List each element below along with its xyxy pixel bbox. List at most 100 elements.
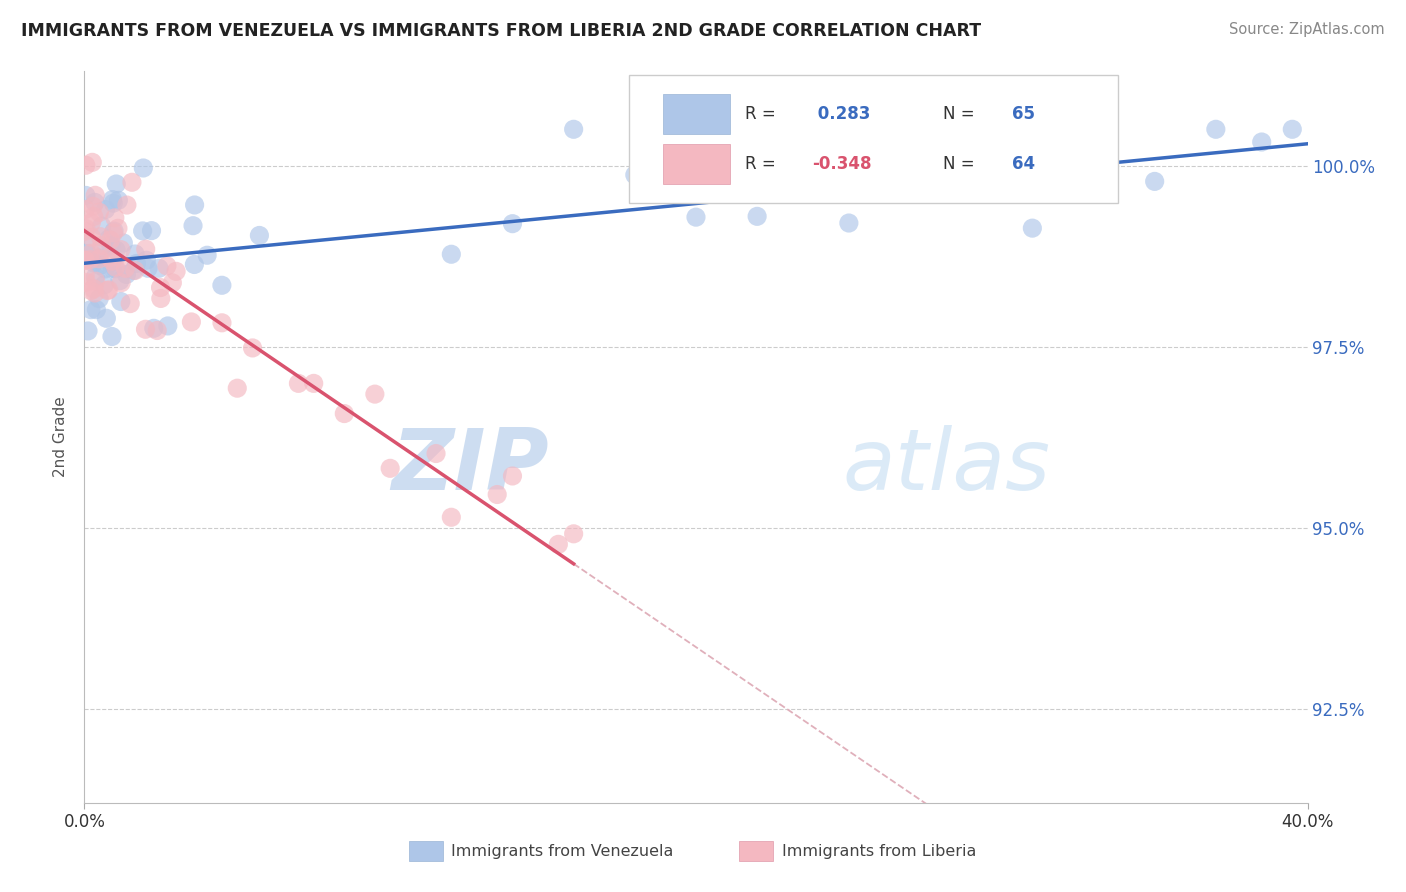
Point	[1205, 122, 1227, 136]
Point	[107, 194, 129, 208]
Point	[89, 292, 111, 306]
Point	[380, 461, 402, 475]
Point	[76, 246, 98, 260]
FancyBboxPatch shape	[664, 94, 730, 134]
Point	[425, 446, 447, 460]
Point	[75, 276, 97, 290]
Point	[75, 188, 97, 202]
Point	[108, 274, 131, 288]
Point	[124, 247, 146, 261]
Text: atlas: atlas	[842, 425, 1050, 508]
Point	[110, 243, 132, 257]
Point	[101, 254, 124, 268]
Point	[83, 210, 105, 224]
Point	[960, 154, 983, 169]
Text: -0.348: -0.348	[813, 155, 872, 173]
Point	[132, 161, 155, 175]
Point	[104, 261, 127, 276]
Point	[100, 238, 122, 252]
Point	[82, 199, 104, 213]
Point	[165, 264, 187, 278]
Point	[125, 256, 148, 270]
Point	[80, 230, 103, 244]
Point	[747, 210, 769, 224]
Point	[87, 251, 110, 265]
Point	[115, 268, 138, 282]
Point	[82, 155, 104, 169]
Point	[1250, 135, 1272, 149]
Point	[105, 243, 128, 257]
Point	[226, 381, 249, 395]
Point	[136, 261, 159, 276]
Point	[486, 487, 509, 501]
Point	[77, 324, 100, 338]
Point	[195, 248, 218, 262]
Point	[141, 224, 163, 238]
Point	[107, 221, 129, 235]
Point	[80, 246, 103, 260]
Point	[75, 202, 97, 217]
Text: IMMIGRANTS FROM VENEZUELA VS IMMIGRANTS FROM LIBERIA 2ND GRADE CORRELATION CHART: IMMIGRANTS FROM VENEZUELA VS IMMIGRANTS …	[21, 22, 981, 40]
Point	[112, 235, 135, 250]
Point	[90, 219, 112, 233]
Point	[80, 284, 103, 298]
Point	[103, 224, 125, 238]
Point	[104, 211, 127, 225]
Point	[94, 261, 117, 276]
Point	[83, 282, 105, 296]
Point	[115, 198, 138, 212]
Point	[124, 263, 146, 277]
Point	[180, 315, 202, 329]
Point	[162, 276, 184, 290]
Point	[440, 510, 463, 524]
Point	[101, 193, 124, 207]
Point	[242, 341, 264, 355]
Point	[333, 407, 356, 421]
Point	[142, 321, 165, 335]
Point	[97, 232, 120, 246]
Point	[84, 274, 107, 288]
Point	[73, 224, 96, 238]
Point	[156, 259, 179, 273]
Point	[82, 256, 104, 270]
Point	[94, 202, 117, 217]
FancyBboxPatch shape	[738, 841, 773, 862]
Text: 65: 65	[1011, 105, 1035, 123]
Point	[122, 263, 145, 277]
Point	[83, 195, 105, 210]
Text: 0.283: 0.283	[813, 105, 870, 123]
Point	[562, 122, 585, 136]
Point	[562, 526, 585, 541]
Point	[89, 259, 111, 273]
Point	[364, 387, 387, 401]
Point	[101, 329, 124, 343]
Point	[183, 258, 205, 272]
Point	[75, 158, 97, 172]
Point	[93, 277, 115, 292]
Point	[84, 188, 107, 202]
Point	[211, 316, 233, 330]
Text: ZIP: ZIP	[391, 425, 550, 508]
Point	[103, 226, 125, 240]
Point	[110, 294, 132, 309]
Point	[86, 302, 108, 317]
Text: Immigrants from Venezuela: Immigrants from Venezuela	[451, 844, 673, 859]
Point	[131, 224, 153, 238]
FancyBboxPatch shape	[664, 144, 730, 184]
Point	[89, 205, 111, 219]
Point	[146, 324, 169, 338]
Point	[148, 261, 170, 276]
Text: R =: R =	[745, 155, 780, 173]
Point	[685, 210, 707, 224]
Point	[73, 253, 96, 268]
Point	[83, 285, 105, 300]
Point	[135, 242, 157, 256]
Point	[76, 235, 98, 250]
Point	[121, 175, 143, 189]
Point	[104, 260, 127, 275]
Point	[84, 269, 107, 284]
Text: 64: 64	[1011, 155, 1035, 173]
Point	[79, 252, 101, 267]
Point	[440, 247, 463, 261]
Point	[98, 251, 121, 265]
